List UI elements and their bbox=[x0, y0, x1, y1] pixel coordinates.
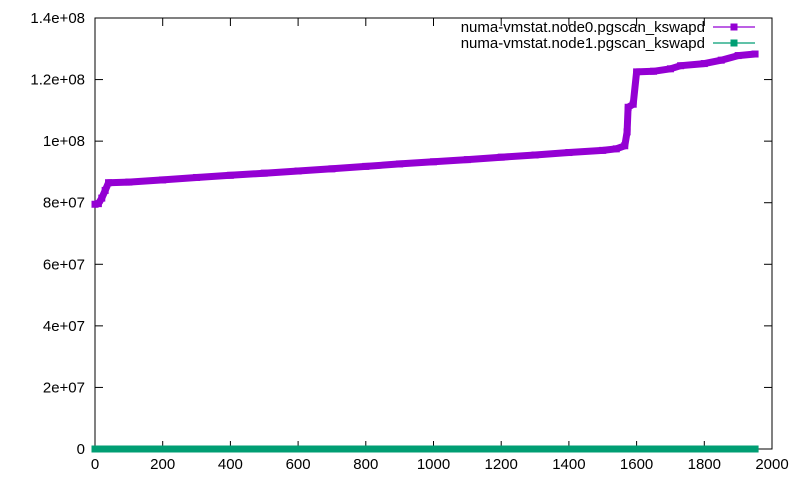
data-point-node0 bbox=[497, 153, 505, 161]
x-axis: 0 200 400 600 800 1000 1200 1400 1600 1800 2000 bbox=[91, 18, 789, 473]
data-point-node0 bbox=[260, 169, 268, 177]
data-point-node0 bbox=[717, 56, 725, 64]
data-point-node0 bbox=[650, 67, 658, 75]
data-point-node0 bbox=[666, 65, 674, 73]
y-tick-label: 1.4e+08 bbox=[30, 10, 85, 27]
data-point-node0 bbox=[621, 142, 629, 150]
data-point-node0 bbox=[633, 68, 641, 76]
x-tick-label: 1000 bbox=[417, 456, 450, 473]
data-point-node0 bbox=[159, 176, 167, 184]
plot-frame bbox=[94, 17, 773, 450]
data-point-node0 bbox=[565, 149, 573, 157]
y-axis: 0 2e+07 4e+07 6e+07 8e+07 1e+08 1.2e+08 1.4e+08 bbox=[30, 10, 772, 458]
data-point-node0 bbox=[623, 128, 631, 136]
y-tick-label: 0 bbox=[77, 441, 85, 458]
data-point-node0 bbox=[94, 200, 102, 208]
data-point-node0 bbox=[700, 60, 708, 68]
series-layer bbox=[91, 50, 759, 453]
data-point-node0 bbox=[531, 151, 539, 159]
x-tick-label: 1800 bbox=[688, 456, 721, 473]
x-tick-label: 1600 bbox=[620, 456, 653, 473]
data-point-node0 bbox=[751, 50, 759, 58]
legend-swatch-marker bbox=[730, 23, 738, 31]
x-tick-label: 800 bbox=[353, 456, 378, 473]
data-point-node0 bbox=[599, 146, 607, 154]
x-tick-label: 400 bbox=[218, 456, 243, 473]
data-point-node0 bbox=[430, 158, 437, 166]
series-line-node0 bbox=[94, 50, 756, 208]
data-point-node0 bbox=[101, 186, 109, 194]
data-point-node0 bbox=[193, 173, 201, 181]
data-point-node0 bbox=[226, 171, 234, 179]
data-point-node1 bbox=[91, 445, 99, 453]
data-point-node1 bbox=[751, 445, 759, 453]
data-point-node0 bbox=[125, 178, 133, 186]
data-point-node0 bbox=[105, 179, 113, 187]
data-point-node0 bbox=[98, 194, 106, 202]
data-point-node0 bbox=[294, 167, 302, 175]
y-tick-label: 2e+07 bbox=[43, 379, 85, 396]
y-tick-label: 4e+07 bbox=[43, 318, 85, 335]
x-tick-label: 0 bbox=[91, 456, 99, 473]
legend-label: numa-vmstat.node0.pgscan_kswapd bbox=[461, 19, 705, 36]
x-tick-label: 200 bbox=[150, 456, 175, 473]
data-point-node1 bbox=[430, 445, 437, 453]
legend-label: numa-vmstat.node1.pgscan_kswapd bbox=[461, 35, 705, 52]
y-tick-label: 8e+07 bbox=[43, 195, 85, 212]
data-point-node0 bbox=[463, 156, 471, 164]
data-point-node0 bbox=[624, 103, 632, 111]
y-tick-label: 6e+07 bbox=[43, 256, 85, 273]
data-point-node0 bbox=[734, 52, 742, 60]
data-point-node0 bbox=[677, 62, 685, 70]
legend: numa-vmstat.node0.pgscan_kswapdnuma-vmst… bbox=[461, 19, 755, 52]
x-tick-label: 600 bbox=[286, 456, 311, 473]
x-tick-label: 2000 bbox=[755, 456, 788, 473]
data-point-node0 bbox=[362, 162, 370, 170]
legend-swatch-marker bbox=[730, 39, 738, 47]
y-tick-label: 1.2e+08 bbox=[30, 72, 85, 89]
data-point-node0 bbox=[612, 145, 620, 153]
data-point-node0 bbox=[328, 165, 336, 173]
x-tick-label: 1400 bbox=[552, 456, 585, 473]
data-point-node1 bbox=[599, 445, 607, 453]
data-point-node0 bbox=[629, 100, 637, 108]
y-tick-label: 1e+08 bbox=[43, 133, 85, 150]
x-tick-label: 1200 bbox=[485, 456, 518, 473]
data-point-node1 bbox=[260, 445, 268, 453]
data-point-node0 bbox=[396, 160, 404, 168]
